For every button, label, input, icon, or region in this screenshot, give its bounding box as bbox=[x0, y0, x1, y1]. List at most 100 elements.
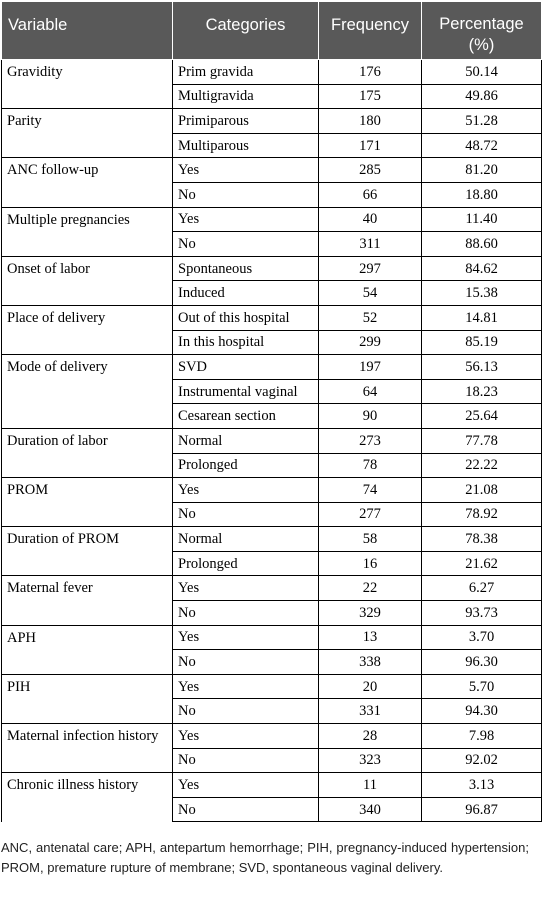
cell-frequency: 90 bbox=[318, 403, 422, 429]
table-footnote: ANC, antenatal care; APH, antepartum hem… bbox=[1, 840, 529, 875]
cell-frequency: 180 bbox=[318, 108, 422, 134]
cell-category: Yes bbox=[172, 723, 319, 749]
table-row: No 323 92.02 bbox=[2, 747, 542, 774]
cell-category: Cesarean section bbox=[172, 403, 319, 429]
cell-category: No bbox=[172, 698, 319, 725]
cell-frequency: 338 bbox=[318, 649, 422, 675]
table-row: Maternal fever Yes 22 6.27 bbox=[1, 575, 542, 626]
cell-category: Primiparous bbox=[172, 108, 319, 134]
cell-variable: Maternal infection history bbox=[1, 723, 173, 773]
cell-category: Yes bbox=[172, 157, 319, 183]
cell-variable: Maternal fever bbox=[1, 575, 173, 626]
cell-percentage: 18.80 bbox=[421, 181, 542, 208]
table-row: Onset of labor Spontaneous 297 84.62 bbox=[1, 255, 542, 306]
cell-category: Yes bbox=[172, 206, 319, 232]
table-row: Induced 54 15.38 bbox=[2, 280, 542, 306]
cell-percentage: 77.78 bbox=[421, 427, 542, 453]
cell-category: Instrumental vaginal bbox=[172, 378, 319, 404]
cell-category: Normal bbox=[172, 526, 319, 552]
table-row: Duration of labor Normal 273 77.78 bbox=[1, 427, 542, 478]
cell-category: Prim gravida bbox=[172, 59, 319, 85]
cell-frequency: 331 bbox=[318, 698, 422, 725]
table-row: ANC follow-up Yes 285 81.20 bbox=[1, 157, 542, 208]
cell-frequency: 78 bbox=[318, 452, 422, 479]
cell-category: Normal bbox=[172, 427, 319, 453]
cell-frequency: 22 bbox=[318, 575, 422, 601]
cell-frequency: 66 bbox=[318, 181, 422, 208]
cell-category: No bbox=[172, 181, 319, 208]
table-row: No 277 78.92 bbox=[2, 501, 542, 528]
table-row: Duration of PROM Normal 58 78.38 bbox=[1, 526, 542, 576]
cell-percentage: 3.13 bbox=[421, 772, 542, 798]
table-row: Gravidity Prim gravida 176 50.14 bbox=[1, 58, 542, 109]
table-row: Mode of delivery SVD 197 56.13 bbox=[1, 354, 542, 429]
cell-percentage: 3.70 bbox=[421, 624, 542, 650]
cell-frequency: 197 bbox=[318, 354, 422, 380]
table-row: No 329 93.73 bbox=[2, 600, 542, 626]
cell-variable: PROM bbox=[1, 477, 173, 527]
cell-category: Multiparous bbox=[172, 132, 319, 159]
table-row: No 340 96.87 bbox=[2, 796, 542, 823]
cell-variable: Duration of labor bbox=[1, 427, 173, 478]
cell-percentage: 81.20 bbox=[421, 157, 542, 183]
cell-percentage: 85.19 bbox=[421, 329, 542, 356]
cell-category: No bbox=[172, 649, 319, 675]
cell-category: No bbox=[172, 231, 319, 257]
cell-category: Yes bbox=[172, 772, 319, 798]
cell-frequency: 176 bbox=[318, 59, 422, 85]
cell-percentage: 25.64 bbox=[421, 403, 542, 429]
cell-category: Out of this hospital bbox=[172, 304, 319, 331]
cell-frequency: 28 bbox=[318, 723, 422, 749]
cell-percentage: 15.38 bbox=[421, 280, 542, 306]
header-percentage: Percentage (%) bbox=[421, 1, 542, 60]
cell-variable: Duration of PROM bbox=[1, 526, 173, 576]
table-row: PIH Yes 20 5.70 bbox=[1, 673, 542, 724]
header-categories: Categories bbox=[172, 1, 319, 60]
cell-percentage: 18.23 bbox=[421, 378, 542, 404]
cell-percentage: 11.40 bbox=[421, 206, 542, 232]
cell-frequency: 340 bbox=[318, 796, 422, 823]
table-row: Prolonged 78 22.22 bbox=[2, 452, 542, 479]
cell-frequency: 16 bbox=[318, 550, 422, 577]
cell-category: Induced bbox=[172, 280, 319, 306]
cell-category: Yes bbox=[172, 575, 319, 601]
cell-category: In this hospital bbox=[172, 329, 319, 356]
cell-percentage: 21.62 bbox=[421, 550, 542, 577]
table-body: Gravidity Prim gravida 176 50.14 Multigravid… bbox=[1, 58, 542, 823]
cell-category: Prolonged bbox=[172, 452, 319, 479]
cell-variable: Parity bbox=[1, 108, 173, 158]
table-row: Parity Primiparous 180 51.28 bbox=[1, 108, 542, 158]
cell-frequency: 297 bbox=[318, 255, 422, 281]
table-row: Multiparous 171 48.72 bbox=[2, 132, 542, 159]
cell-frequency: 311 bbox=[318, 231, 422, 257]
table-row: Instrumental vaginal 64 18.23 bbox=[2, 378, 542, 404]
cell-frequency: 64 bbox=[318, 378, 422, 404]
cell-frequency: 13 bbox=[318, 624, 422, 650]
cell-frequency: 54 bbox=[318, 280, 422, 306]
table-row: No 311 88.60 bbox=[2, 231, 542, 257]
cell-percentage: 48.72 bbox=[421, 132, 542, 159]
cell-variable: Multiple pregnancies bbox=[1, 206, 173, 257]
cell-category: No bbox=[172, 796, 319, 823]
cell-category: No bbox=[172, 501, 319, 528]
cell-percentage: 6.27 bbox=[421, 575, 542, 601]
table-row: In this hospital 299 85.19 bbox=[2, 329, 542, 356]
table-row: Multigravida 175 49.86 bbox=[2, 83, 542, 110]
table-header: Variable Categories Frequency Percentage… bbox=[1, 1, 542, 60]
cell-frequency: 40 bbox=[318, 206, 422, 232]
cell-frequency: 11 bbox=[318, 772, 422, 798]
cell-variable: Place of delivery bbox=[1, 304, 173, 355]
cell-frequency: 175 bbox=[318, 83, 422, 110]
cell-percentage: 14.81 bbox=[421, 304, 542, 331]
cell-category: Spontaneous bbox=[172, 255, 319, 281]
cell-percentage: 51.28 bbox=[421, 108, 542, 134]
cell-percentage: 94.30 bbox=[421, 698, 542, 725]
cell-percentage: 84.62 bbox=[421, 255, 542, 281]
cell-variable: Mode of delivery bbox=[1, 354, 173, 429]
cell-category: No bbox=[172, 747, 319, 774]
table-row: Place of delivery Out of this hospital 52 1… bbox=[1, 304, 542, 355]
cell-percentage: 78.38 bbox=[421, 526, 542, 552]
cell-percentage: 88.60 bbox=[421, 231, 542, 257]
cell-frequency: 277 bbox=[318, 501, 422, 528]
header-frequency: Frequency bbox=[318, 1, 422, 60]
